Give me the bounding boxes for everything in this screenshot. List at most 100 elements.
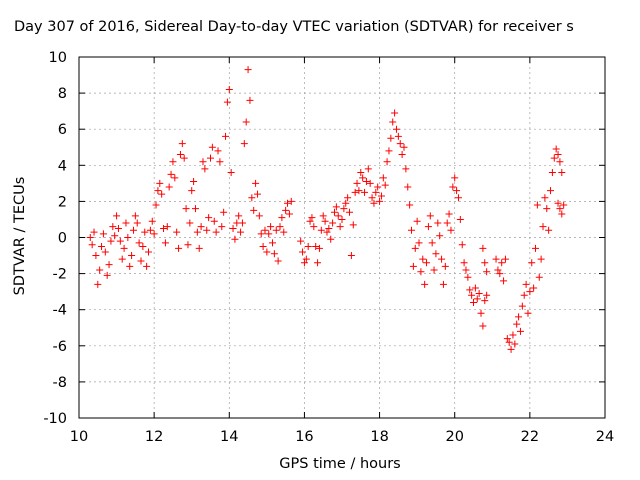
data-point [150, 230, 158, 238]
data-point [135, 239, 143, 247]
data-point [513, 320, 521, 328]
data-point [90, 228, 98, 236]
data-point [483, 268, 491, 276]
data-point [545, 226, 553, 234]
data-point [357, 169, 365, 177]
data-point [300, 259, 308, 267]
data-point [304, 243, 312, 251]
data-point [96, 266, 104, 274]
data-point [329, 219, 337, 227]
data-point [171, 174, 179, 182]
data-point [364, 165, 372, 173]
data-point [101, 248, 109, 256]
data-point [143, 262, 151, 270]
data-point [227, 169, 235, 177]
data-point [516, 327, 524, 335]
data-point [520, 291, 528, 299]
data-point [449, 183, 457, 191]
data-point [498, 259, 506, 267]
data-point [473, 295, 481, 303]
data-point [223, 98, 231, 106]
data-point [201, 165, 209, 173]
data-point [528, 259, 536, 267]
data-point [310, 223, 318, 231]
data-point [500, 277, 508, 285]
x-tick-label: 24 [596, 429, 614, 445]
data-point [141, 228, 149, 236]
data-point [105, 261, 113, 269]
data-point [423, 259, 431, 267]
data-point [146, 226, 154, 234]
data-point [419, 255, 427, 263]
data-point [222, 132, 230, 140]
data-point [531, 244, 539, 252]
x-tick-label: 20 [445, 429, 463, 445]
data-point [319, 212, 327, 220]
data-point [507, 345, 515, 353]
data-point [408, 226, 416, 234]
data-point [191, 205, 199, 213]
data-point [124, 234, 132, 241]
data-point [113, 212, 121, 220]
data-point [306, 217, 314, 225]
data-point [396, 140, 404, 148]
data-point [193, 228, 201, 236]
data-point [308, 214, 316, 222]
data-point [325, 224, 333, 232]
data-point [253, 190, 261, 198]
data-point [494, 266, 502, 274]
data-point [434, 219, 442, 227]
data-point [372, 188, 380, 196]
data-point [481, 259, 489, 267]
data-point [225, 85, 233, 93]
data-point [334, 212, 342, 220]
data-points [86, 66, 568, 353]
data-point [377, 192, 385, 200]
data-point [208, 143, 216, 151]
data-point [438, 255, 446, 263]
data-point [195, 244, 203, 252]
data-point [451, 174, 459, 182]
y-tick-label: -2 [53, 267, 67, 283]
data-point [169, 158, 177, 166]
data-point [376, 197, 384, 205]
data-point [522, 280, 530, 288]
data-point [402, 165, 410, 173]
data-point [182, 205, 190, 213]
data-point [267, 223, 275, 231]
data-point [411, 244, 419, 252]
data-point [111, 232, 119, 240]
data-point [122, 219, 130, 227]
data-point [550, 154, 558, 162]
data-point [537, 255, 545, 263]
data-point [511, 340, 519, 348]
data-point [176, 150, 184, 158]
data-point [470, 298, 477, 306]
data-point [552, 145, 560, 153]
data-point [242, 118, 250, 126]
data-point [272, 226, 280, 234]
data-point [261, 226, 269, 234]
data-point [250, 206, 258, 214]
data-point [107, 237, 115, 245]
data-point [167, 170, 175, 178]
data-point [161, 239, 169, 247]
data-point [284, 199, 292, 207]
data-point [190, 178, 198, 186]
data-point [330, 208, 338, 216]
data-point [445, 210, 453, 218]
data-point [154, 187, 162, 195]
data-point [424, 223, 432, 231]
data-point [509, 331, 517, 339]
data-point [471, 284, 479, 292]
data-point [287, 197, 295, 205]
y-tick-label: 10 [49, 50, 67, 66]
data-point [323, 228, 331, 236]
data-point [344, 194, 352, 202]
data-point [370, 199, 378, 207]
data-point [477, 309, 485, 317]
data-point [347, 252, 355, 260]
data-point [220, 208, 228, 216]
data-point [351, 188, 359, 196]
data-point [539, 223, 547, 231]
